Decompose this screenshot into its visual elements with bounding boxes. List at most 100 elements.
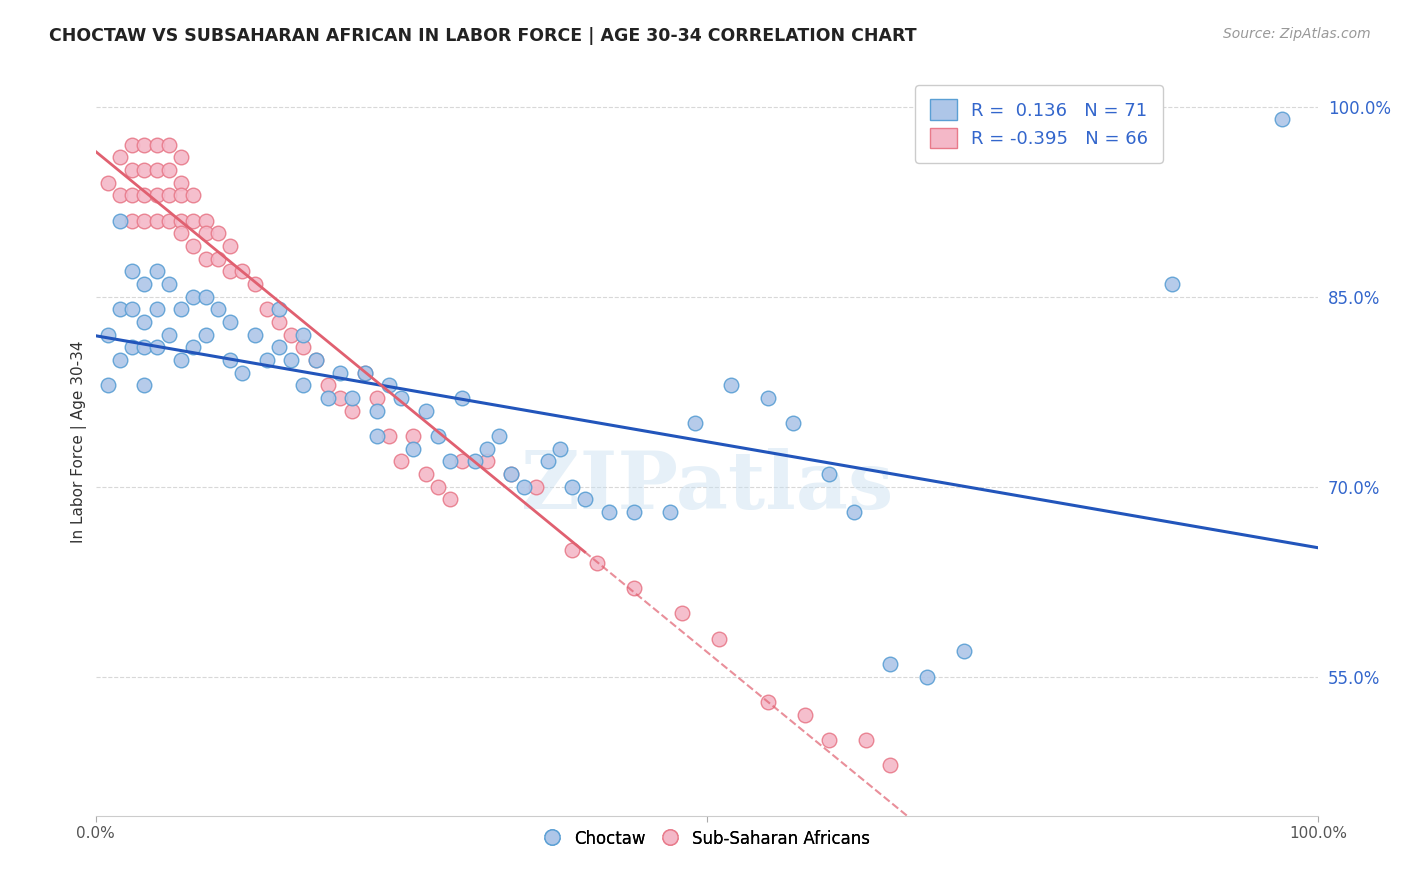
Point (170, 188, 193, 202)
Point (292, 378, 315, 392)
Point (879, 657, 901, 671)
Point (488, 429, 510, 443)
Point (353, 366, 375, 380)
Point (537, 454, 560, 468)
Point (121, 137, 143, 152)
Text: CHOCTAW VS SUBSAHARAN AFRICAN IN LABOR FORCE | AGE 30-34 CORRELATION CHART: CHOCTAW VS SUBSAHARAN AFRICAN IN LABOR F… (49, 27, 917, 45)
Point (623, 505, 645, 519)
Point (231, 366, 253, 380)
Point (475, 454, 498, 468)
Point (524, 479, 547, 493)
Point (501, 467, 523, 481)
Point (548, 442, 571, 456)
Point (316, 391, 339, 405)
Point (267, 302, 290, 317)
Point (243, 277, 266, 291)
Point (818, 467, 841, 481)
Point (231, 264, 253, 278)
Point (439, 492, 461, 507)
Point (561, 542, 583, 557)
Point (194, 252, 217, 266)
Point (952, 644, 974, 658)
Point (1271, 112, 1294, 127)
Point (683, 416, 706, 430)
Point (378, 429, 401, 443)
Point (194, 327, 217, 342)
Point (1160, 277, 1182, 291)
Point (145, 162, 167, 177)
Point (415, 403, 437, 417)
Point (329, 366, 352, 380)
Point (707, 632, 730, 646)
Point (219, 315, 242, 329)
Point (426, 429, 449, 443)
Point (97, 327, 120, 342)
Point (402, 429, 425, 443)
Point (451, 454, 474, 468)
Point (157, 137, 180, 152)
Point (97, 176, 120, 190)
Point (157, 162, 180, 177)
Point (145, 137, 167, 152)
Point (183, 188, 205, 202)
Point (134, 340, 156, 354)
Point (561, 479, 583, 493)
Point (342, 403, 364, 417)
Point (366, 391, 388, 405)
Point (756, 391, 779, 405)
Point (170, 213, 193, 227)
Point (426, 479, 449, 493)
Point (207, 226, 229, 240)
Point (256, 352, 278, 367)
Point (121, 302, 143, 317)
Point (157, 277, 180, 291)
Point (501, 467, 523, 481)
Point (134, 277, 156, 291)
Point (389, 454, 412, 468)
Point (134, 188, 156, 202)
Point (170, 352, 193, 367)
Point (121, 264, 143, 278)
Point (194, 213, 217, 227)
Point (855, 732, 877, 747)
Point (157, 188, 180, 202)
Point (145, 340, 167, 354)
Point (292, 327, 315, 342)
Point (793, 707, 815, 722)
Point (183, 340, 205, 354)
Point (145, 302, 167, 317)
Point (121, 340, 143, 354)
Point (256, 302, 278, 317)
Point (134, 137, 156, 152)
Point (378, 378, 401, 392)
Point (267, 315, 290, 329)
Point (134, 315, 156, 329)
Point (879, 758, 901, 772)
Point (342, 391, 364, 405)
Point (157, 213, 180, 227)
Point (415, 467, 437, 481)
Point (170, 302, 193, 317)
Point (623, 581, 645, 595)
Point (756, 695, 779, 709)
Point (219, 239, 242, 253)
Point (145, 213, 167, 227)
Point (329, 391, 352, 405)
Legend: Choctaw, Sub-Saharan Africans: Choctaw, Sub-Saharan Africans (536, 822, 879, 856)
Point (915, 669, 938, 683)
Point (183, 213, 205, 227)
Point (145, 264, 167, 278)
Point (267, 340, 290, 354)
Point (464, 454, 486, 468)
Point (353, 366, 375, 380)
Point (194, 226, 217, 240)
Point (134, 213, 156, 227)
Point (292, 340, 315, 354)
Point (659, 505, 682, 519)
Point (366, 429, 388, 443)
Point (475, 442, 498, 456)
Point (316, 378, 339, 392)
Y-axis label: In Labor Force | Age 30-34: In Labor Force | Age 30-34 (72, 341, 87, 543)
Point (108, 302, 131, 317)
Point (97, 378, 120, 392)
